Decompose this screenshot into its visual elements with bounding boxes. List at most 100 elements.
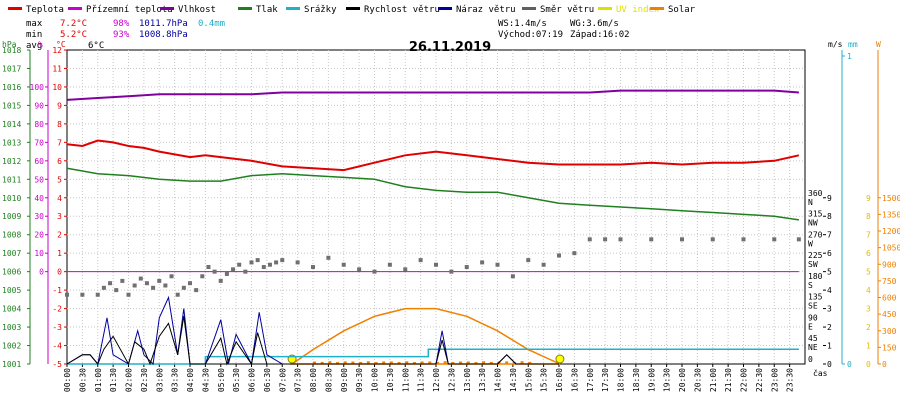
time-axis-label: čas: [813, 368, 828, 378]
solar-bar: [382, 361, 386, 364]
ms-tick-label: 3: [827, 305, 832, 314]
wind-dir-compass-label: NW: [808, 219, 818, 228]
legend-label: Srážky: [304, 5, 337, 15]
w-tick-label: 900: [882, 260, 897, 269]
wind-direction-point: [206, 265, 211, 270]
wind-dir-tick-label: 0: [808, 355, 813, 364]
hpa-tick-label: 1017: [2, 64, 21, 73]
celsius-tick-label: 1: [57, 249, 62, 258]
pct-tick-label: 90: [34, 101, 44, 110]
time-tick-label: 05:00: [217, 368, 226, 392]
solar-bar: [351, 361, 355, 364]
plot-series: [65, 89, 801, 366]
time-tick-label: 09:00: [340, 368, 349, 392]
mm-unit-label: mm: [848, 40, 858, 49]
hpa-tick-label: 1015: [2, 101, 21, 110]
wind-direction-point: [163, 283, 168, 288]
wind-direction-point: [603, 237, 608, 242]
stats-ws: WS:1.4m/s: [498, 19, 547, 29]
hpa-tick-label: 1012: [2, 157, 21, 166]
legend-label: Solar: [668, 5, 696, 15]
time-tick-label: 17:30: [601, 368, 610, 392]
time-tick-label: 14:30: [509, 368, 518, 392]
legend-label: Směr větru: [540, 5, 594, 15]
stats-avg-temp: 6°C: [88, 41, 104, 51]
wind-direction-point: [95, 292, 100, 297]
wind-direction-point: [741, 237, 746, 242]
time-tick-label: 10:00: [371, 368, 380, 392]
uv-tick-label: 7: [866, 231, 871, 240]
solar-bar: [405, 361, 409, 364]
pct-tick-label: 80: [34, 120, 44, 129]
wind-direction-point: [418, 258, 423, 263]
series-pressure: [66, 167, 800, 221]
wind-direction-point: [295, 260, 300, 265]
legend-swatch: [160, 7, 174, 10]
time-tick-label: 19:00: [647, 368, 656, 392]
celsius-tick-label: 12: [52, 46, 62, 55]
solar-bar: [443, 361, 447, 364]
solar-bar: [482, 361, 486, 364]
solar-bar: [459, 361, 463, 364]
wind-dir-compass-label: S: [808, 281, 813, 290]
w-tick-label: 450: [882, 310, 897, 319]
stats-min-hum: 93%: [113, 30, 130, 40]
wind-direction-point: [510, 274, 515, 279]
time-tick-label: 12:00: [432, 368, 441, 392]
time-tick-label: 02:30: [140, 368, 149, 392]
wind-direction-point: [231, 267, 236, 272]
ms-tick-label: 5: [827, 268, 832, 277]
uv-tick-label: 5: [866, 268, 871, 277]
wind-direction-point: [649, 237, 654, 242]
legend-label: Náraz větru: [456, 5, 516, 15]
w-tick-label: 1500: [882, 194, 900, 203]
hpa-tick-label: 1004: [2, 305, 21, 314]
hpa-tick-label: 1013: [2, 138, 21, 147]
hpa-tick-label: 1002: [2, 342, 21, 351]
wind-direction-point: [237, 262, 242, 267]
solar-bar: [366, 361, 370, 364]
wind-direction-point: [80, 292, 85, 297]
celsius-tick-label: 6: [57, 157, 62, 166]
wind-direction-point: [114, 288, 119, 293]
uv-tick-label: 0: [866, 360, 871, 369]
ms-tick-label: 1: [827, 342, 832, 351]
wind-dir-compass-label: SE: [808, 302, 818, 311]
wind-direction-point: [526, 258, 531, 263]
solar-bar: [466, 361, 470, 364]
wind-direction-point: [326, 255, 331, 260]
wind-direction-point: [132, 283, 137, 288]
left-axes: 1001100210031004100510061007100810091010…: [2, 46, 67, 369]
wind-dir-compass-label: SW: [808, 260, 818, 269]
celsius-tick-label: 7: [57, 138, 62, 147]
ms-tick-label: 8: [827, 212, 832, 221]
pct-tick-label: 10: [34, 249, 44, 258]
stats-avg-label: avg: [26, 41, 42, 51]
pct-tick-label: 20: [34, 231, 44, 240]
legend-swatch: [8, 7, 22, 10]
time-tick-label: 22:00: [740, 368, 749, 392]
celsius-tick-label: 2: [57, 231, 62, 240]
series-temperature: [66, 139, 800, 172]
hpa-tick-label: 1006: [2, 268, 21, 277]
celsius-tick-label: 8: [57, 120, 62, 129]
time-axis: 00:00 00:30 01:00 01:30 02:00 02:30 03:00 03:30…: [63, 364, 795, 392]
wind-direction-point: [120, 278, 125, 283]
legend-label: Tlak: [256, 5, 278, 15]
celsius-tick-label: -1: [52, 286, 62, 295]
stats-max-hum: 98%: [113, 19, 130, 29]
wind-direction-point: [188, 281, 192, 286]
time-tick-label: 19:30: [663, 368, 672, 392]
solar-bar: [343, 361, 347, 364]
solar-bar: [474, 362, 478, 364]
uv-tick-label: 6: [866, 249, 871, 258]
series-wind-speed: [66, 315, 559, 366]
ms-tick-label: 4: [827, 286, 832, 295]
solar-bar: [397, 361, 401, 364]
time-tick-label: 03:00: [155, 368, 164, 392]
solar-bar: [489, 361, 493, 364]
w-tick-label: 1200: [882, 227, 900, 236]
hpa-tick-label: 1001: [2, 360, 21, 369]
wind-direction-point: [434, 262, 438, 267]
